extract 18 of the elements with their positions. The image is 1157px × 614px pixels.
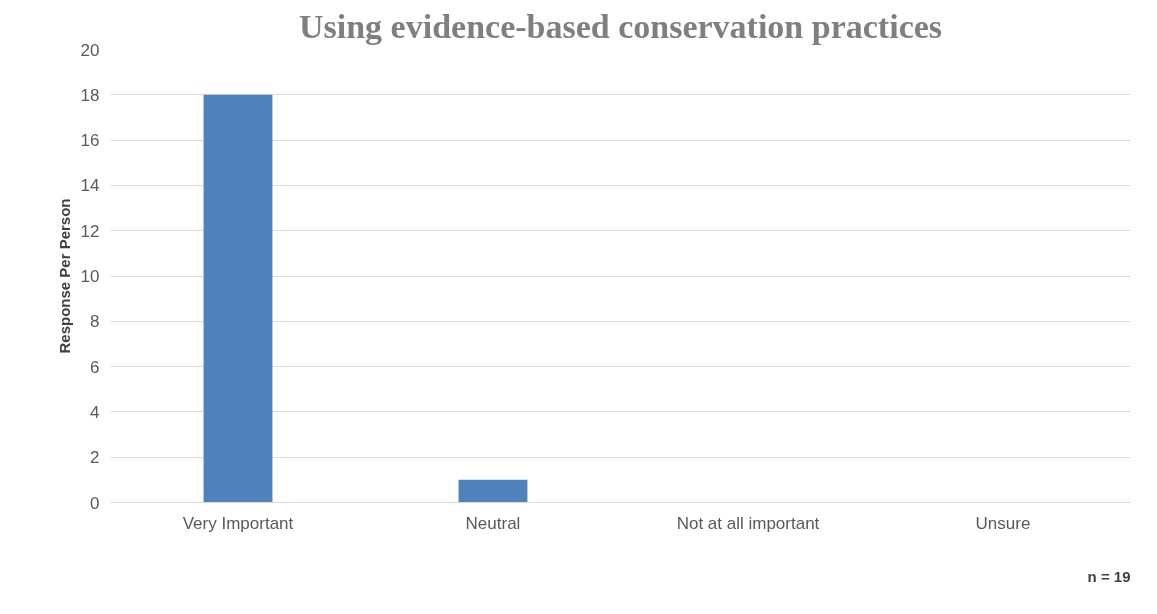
y-tick-label: 2 [90, 448, 100, 468]
x-tick-label: Neutral [465, 513, 521, 533]
x-tick-label: Not at all important [676, 513, 820, 533]
y-tick-label: 14 [80, 176, 100, 196]
x-tick-label: Unsure [975, 513, 1031, 533]
y-tick-label: 12 [80, 221, 100, 241]
y-tick-label: 18 [80, 85, 100, 105]
y-tick-label: 10 [80, 267, 100, 286]
y-tick-label: 8 [90, 312, 100, 332]
y-tick-label: 6 [90, 357, 100, 377]
y-tick-label: 4 [90, 402, 100, 422]
y-axis-title: Response Per Person [55, 198, 73, 354]
chart-title: Using evidence-based conservation practices [298, 7, 943, 45]
y-tick-label: 16 [80, 131, 100, 151]
y-tick-label: 20 [80, 40, 100, 60]
y-tick-label: 0 [90, 493, 100, 513]
x-tick-label: Very Important [182, 513, 294, 533]
text: n = 19 [1087, 567, 1131, 585]
